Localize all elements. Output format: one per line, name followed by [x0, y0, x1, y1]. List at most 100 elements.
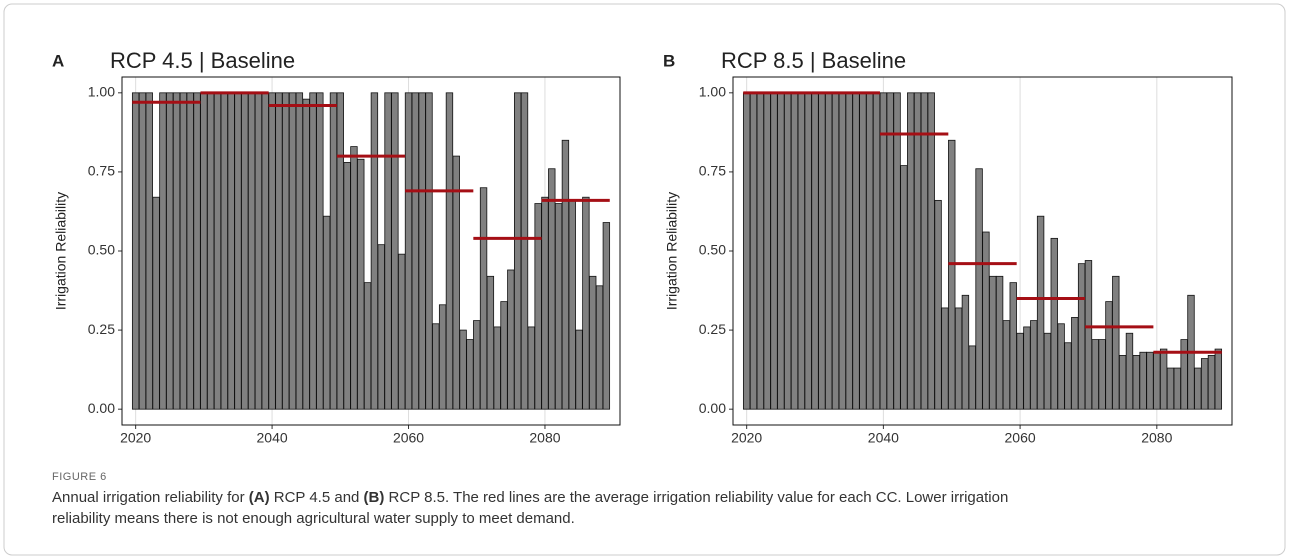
x-tick-label: 2040: [257, 430, 288, 446]
bar: [302, 98, 310, 410]
bar: [1159, 348, 1168, 410]
bar: [784, 92, 792, 410]
bar: [459, 329, 467, 410]
bar: [520, 92, 529, 410]
x-tick-label: 2080: [529, 430, 560, 446]
bar: [200, 92, 208, 410]
bar: [995, 275, 1004, 410]
y-tick-label: 1.00: [699, 84, 726, 100]
y-tick-label: 0.00: [88, 400, 115, 416]
bar: [913, 92, 922, 410]
bar: [920, 92, 929, 410]
bar: [316, 92, 324, 410]
bar: [927, 92, 935, 410]
bar: [879, 92, 888, 410]
bar: [179, 92, 188, 410]
bar: [1139, 351, 1147, 410]
bar: [404, 92, 413, 410]
bar: [1153, 351, 1161, 410]
bar: [1146, 351, 1154, 410]
bar: [500, 301, 508, 410]
bar: [790, 92, 799, 410]
bar: [398, 253, 406, 410]
bar: [241, 92, 249, 410]
bar: [254, 92, 263, 410]
caption-part: Annual irrigation reliability for: [52, 489, 249, 506]
bar: [466, 339, 474, 410]
bar: [1036, 215, 1045, 410]
bar: [1064, 342, 1072, 410]
bar: [1050, 237, 1058, 410]
bar: [1125, 332, 1134, 410]
bar: [907, 92, 915, 410]
bar: [350, 146, 358, 410]
plot-border: [732, 76, 1233, 426]
bar: [322, 215, 331, 410]
bar: [418, 92, 426, 410]
bar: [941, 307, 949, 410]
bar: [1071, 317, 1079, 410]
bar: [227, 92, 235, 410]
bar: [872, 92, 881, 410]
bar: [234, 92, 242, 410]
bar: [1166, 367, 1175, 410]
bar: [589, 275, 597, 410]
bar: [329, 92, 338, 410]
bar: [131, 92, 140, 410]
bar: [507, 269, 515, 410]
bar: [1084, 260, 1093, 410]
bar: [261, 92, 269, 410]
bar: [384, 92, 392, 410]
bar: [479, 187, 488, 410]
bar: [1194, 367, 1202, 410]
bar: [968, 345, 976, 410]
x-tick-label: 2080: [1141, 430, 1172, 446]
x-tick-label: 2020: [731, 430, 762, 446]
bar: [193, 92, 201, 410]
bar: [582, 196, 590, 410]
bar: [948, 139, 956, 410]
bar: [1207, 354, 1216, 410]
bar: [486, 275, 495, 410]
bar: [961, 294, 970, 410]
bar: [513, 92, 522, 410]
bar: [1091, 339, 1099, 410]
bar: [811, 92, 819, 410]
bar: [838, 92, 847, 410]
bar: [845, 92, 853, 410]
bar: [1077, 263, 1086, 410]
caption-line: reliability means there is not enough ag…: [52, 510, 575, 527]
bar: [138, 92, 147, 410]
bar: [900, 165, 908, 410]
bar: [1132, 354, 1140, 410]
bar: [770, 92, 778, 410]
bar: [893, 92, 901, 410]
x-tick-label: 2020: [120, 430, 151, 446]
bar: [411, 92, 420, 410]
chart-title: RCP 4.5 | Baseline: [110, 48, 295, 73]
bar: [934, 199, 942, 410]
bar: [742, 92, 751, 410]
bar: [213, 92, 222, 410]
bar: [425, 92, 433, 410]
bar: [595, 285, 604, 410]
bar: [282, 92, 290, 410]
bar: [818, 92, 826, 410]
bar: [1200, 358, 1209, 410]
bar: [445, 92, 454, 410]
bar: [473, 320, 481, 410]
chart-title: RCP 8.5 | Baseline: [721, 48, 906, 73]
bar: [749, 92, 758, 410]
bar: [575, 329, 583, 410]
bar: [207, 92, 215, 410]
caption-part: RCP 8.5. The red lines are the average i…: [384, 489, 1008, 506]
bar: [493, 326, 501, 410]
bar: [852, 92, 860, 410]
x-tick-label: 2060: [1005, 430, 1036, 446]
bar: [534, 203, 542, 410]
y-tick-label: 0.25: [88, 321, 115, 337]
plot-border: [121, 76, 621, 426]
bar: [1118, 354, 1127, 410]
y-tick-label: 0.25: [699, 321, 726, 337]
